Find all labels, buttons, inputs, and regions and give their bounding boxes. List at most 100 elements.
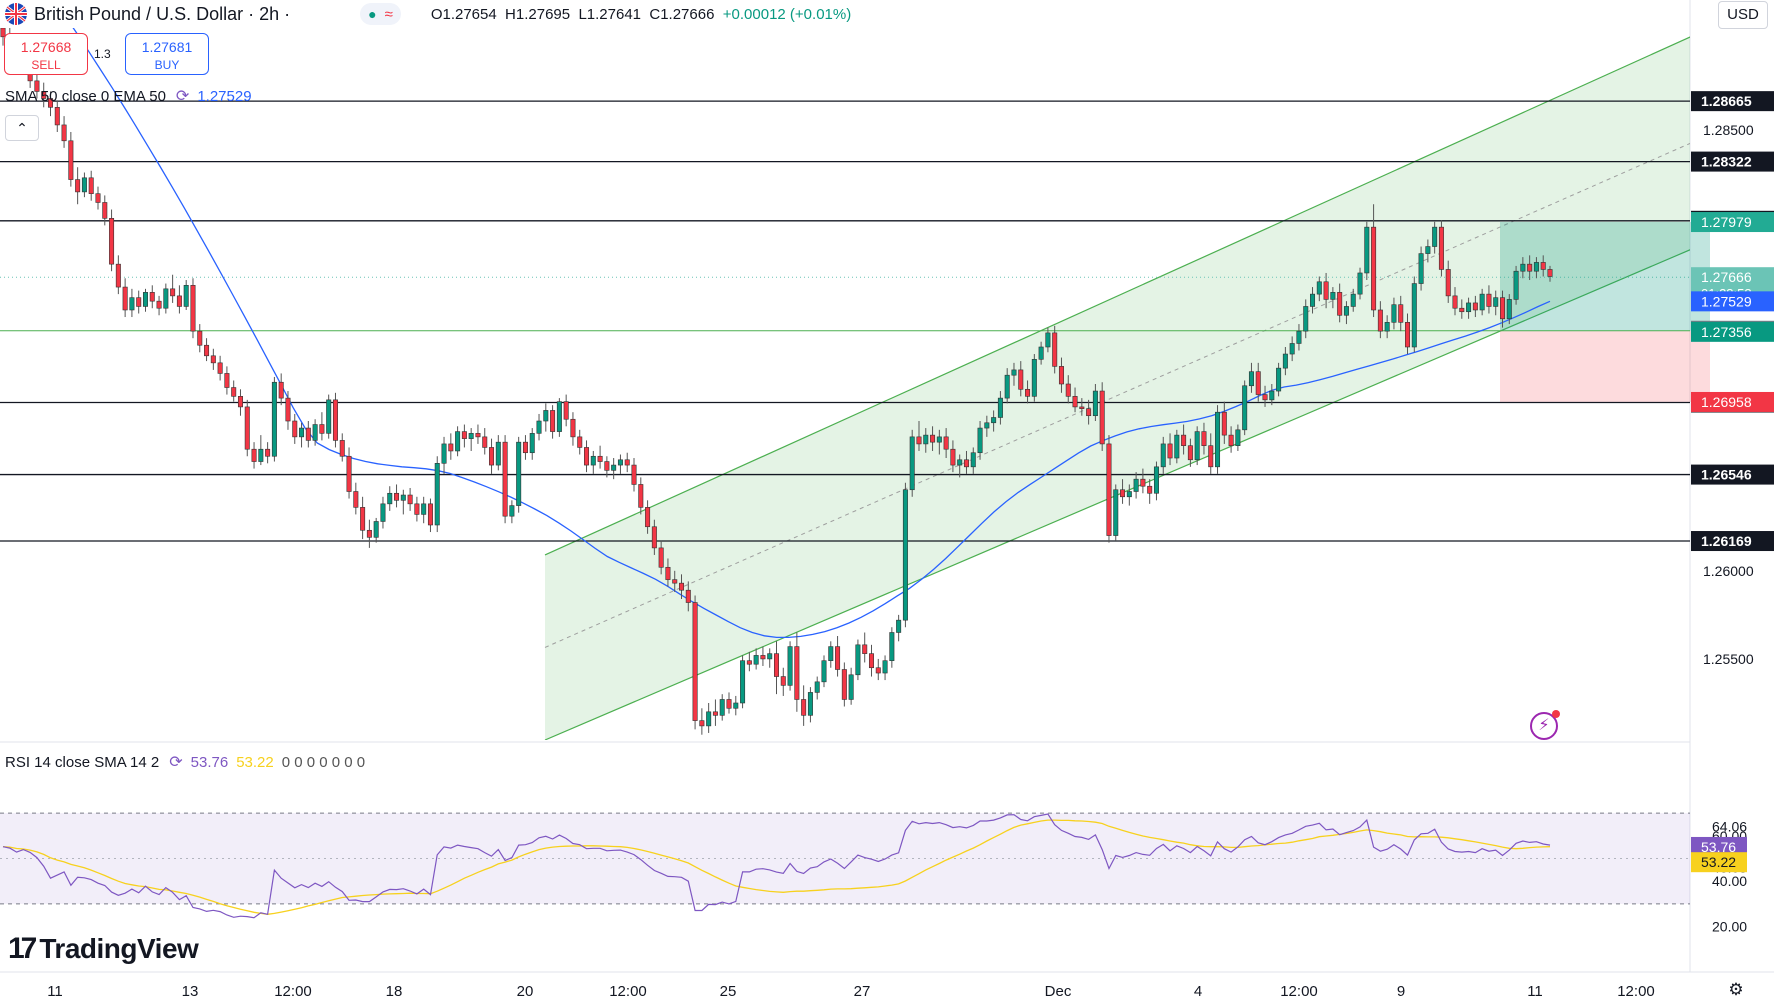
candle [1038, 341, 1044, 365]
sell-button[interactable]: 1.27668 SELL [4, 33, 88, 75]
candle-body [1411, 283, 1417, 348]
candle-body [1147, 485, 1153, 494]
candle-body [930, 434, 936, 443]
candle [1276, 362, 1282, 397]
channel-lower-line [544, 249, 1690, 740]
candle-body [685, 589, 691, 603]
candle [1262, 385, 1268, 407]
time-tick-label: 25 [720, 983, 737, 1000]
candle [1486, 285, 1492, 314]
candle [590, 450, 596, 474]
time-tick-label: Dec [1045, 983, 1072, 1000]
candle [231, 380, 237, 402]
candle [312, 419, 318, 446]
candle-body [1079, 406, 1085, 409]
price-tick-label: 1.26000 [1703, 563, 1754, 579]
candle-body [651, 526, 657, 549]
candle [1459, 299, 1465, 319]
collapse-legend-button[interactable]: ⌃ [5, 115, 39, 141]
candle-body [780, 676, 786, 686]
symbol-title[interactable]: British Pound / U.S. Dollar · 2h · [34, 3, 291, 24]
candle-body [163, 288, 169, 309]
settings-gear-icon[interactable]: ⚙ [1728, 980, 1744, 999]
candle-body [1384, 322, 1390, 332]
candle [1513, 265, 1519, 305]
currency-selector[interactable]: USD [1718, 1, 1768, 29]
time-tick-label: 27 [854, 983, 871, 1000]
candle-body [896, 619, 902, 633]
candle-body [204, 344, 210, 357]
candle-body [597, 455, 603, 462]
candle [1153, 461, 1159, 501]
ohlc-open: O1.27654 [430, 5, 497, 23]
price-tag-text: 1.27529 [1701, 293, 1752, 309]
buy-button[interactable]: 1.27681 BUY [125, 33, 209, 75]
candle [611, 458, 617, 480]
candle [1411, 276, 1417, 353]
ma-legend[interactable]: SMA 50 close 0 EMA 50 ⟳ 1.27529 [5, 86, 252, 106]
rsi-value-tag [1691, 836, 1747, 857]
candle [814, 676, 820, 700]
candle [387, 486, 393, 511]
candle-body [868, 653, 874, 669]
candle-body [183, 285, 189, 307]
candle [1235, 424, 1241, 451]
candle-body [1187, 445, 1193, 461]
buy-label: BUY [154, 58, 180, 72]
hline-price-tag [1691, 531, 1774, 552]
candle [41, 82, 47, 108]
candle-body [855, 644, 861, 676]
market-status-badge[interactable]: ● ≈ [360, 3, 401, 25]
rsi-extra-values: 0 0 0 0 0 0 0 [281, 753, 366, 771]
candle [509, 500, 515, 524]
candle-body [34, 80, 40, 92]
time-axis: 11 13 12:00 18 20 12:00 25 27 Dec 4 12:00 9 11 12:00 [47, 983, 1655, 1000]
candle-body [733, 702, 739, 709]
refresh-icon[interactable]: ⟳ [175, 88, 190, 105]
candle-body [1296, 330, 1302, 344]
candle [1126, 484, 1132, 506]
rsi-value: 53.76 [190, 753, 229, 771]
candle-body [489, 447, 495, 466]
candle-body [448, 443, 454, 452]
candle-body [366, 529, 372, 538]
candle-body [41, 91, 47, 99]
candle-body [1092, 390, 1098, 417]
candle-body [176, 295, 182, 307]
candle-body [1438, 226, 1444, 270]
candle-body [794, 646, 800, 700]
rsi-sma-value: 53.22 [236, 753, 274, 771]
rsi-legend[interactable]: RSI 14 close SMA 14 2 ⟳ 53.76 53.22 0 0 … [5, 752, 365, 772]
candle [414, 496, 420, 522]
candle [773, 641, 779, 695]
candle-body [760, 655, 766, 660]
candle [753, 648, 759, 670]
candle-body [1221, 411, 1227, 436]
candle [1269, 384, 1275, 406]
candle-body [1364, 226, 1370, 274]
time-tick-label: 13 [182, 983, 199, 1000]
candle [1228, 426, 1234, 453]
candle-body [1004, 374, 1010, 399]
candle [889, 627, 895, 668]
price-axis: 1.28500 1.26000 1.25500 1.28665 1.28322 1.279… [1691, 91, 1774, 935]
candle-body [1310, 293, 1316, 307]
hline-price-text: 1.28665 [1701, 93, 1752, 109]
candle-body [461, 431, 467, 439]
alert-bolt-icon[interactable]: ⚡ [1530, 710, 1560, 740]
candle [217, 355, 223, 381]
candle-body [1330, 292, 1336, 300]
candle-body [611, 464, 617, 471]
candle [1289, 336, 1295, 362]
candle [292, 413, 298, 444]
candle-body [149, 292, 155, 302]
candle-body [353, 491, 359, 508]
candle-body [1425, 246, 1431, 254]
refresh-icon[interactable]: ⟳ [169, 754, 183, 771]
candle [88, 170, 94, 201]
time-tick-label: 12:00 [1617, 983, 1655, 1000]
candle-body [1533, 262, 1539, 272]
candle-body [1540, 262, 1546, 270]
price-tag-text: 1.26958 [1701, 394, 1752, 410]
